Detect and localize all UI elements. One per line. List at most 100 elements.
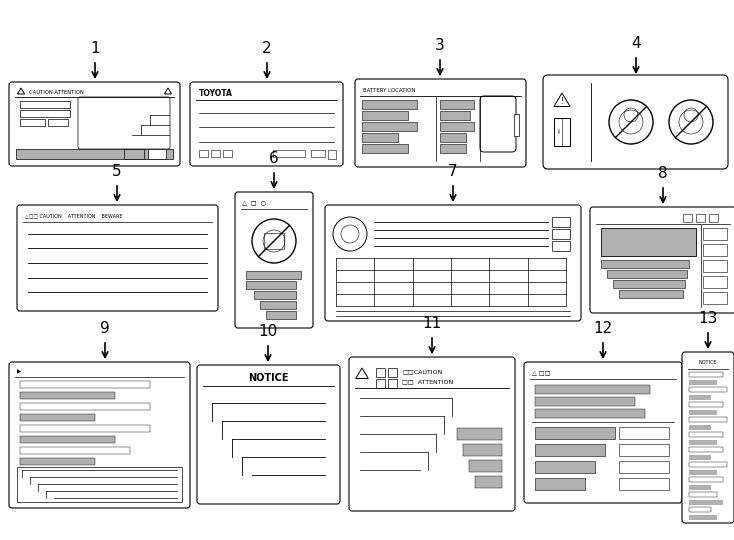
Bar (20, 101, 70, 108)
Text: CAUTION ATTENTION: CAUTION ATTENTION (29, 90, 84, 94)
Bar (613, 280, 685, 288)
Bar (554, 118, 570, 146)
Bar (388, 368, 397, 377)
Bar (328, 150, 336, 159)
Bar (475, 476, 502, 488)
Bar (440, 122, 474, 131)
Bar (376, 368, 385, 377)
Bar (689, 424, 711, 429)
FancyBboxPatch shape (190, 82, 343, 166)
FancyBboxPatch shape (349, 357, 515, 511)
Bar (20, 403, 150, 410)
Bar (689, 432, 723, 437)
Bar (689, 380, 717, 384)
Bar (388, 379, 397, 388)
Bar (535, 409, 645, 418)
Text: TOYOTA: TOYOTA (199, 90, 233, 98)
Text: 11: 11 (422, 316, 442, 331)
Bar (689, 484, 711, 489)
Bar (535, 397, 635, 406)
Circle shape (252, 219, 296, 263)
Bar (619, 290, 683, 298)
FancyBboxPatch shape (480, 96, 516, 152)
FancyBboxPatch shape (235, 192, 313, 328)
Bar (48, 119, 68, 126)
Bar (689, 492, 717, 497)
FancyBboxPatch shape (524, 362, 682, 503)
Bar (362, 144, 408, 153)
Bar (703, 260, 727, 272)
FancyBboxPatch shape (325, 205, 581, 321)
Text: □□CAUTION: □□CAUTION (402, 369, 443, 375)
Text: BATTERY LOCATION: BATTERY LOCATION (363, 87, 415, 92)
Bar (689, 409, 717, 415)
Circle shape (609, 100, 653, 144)
Bar (260, 301, 296, 309)
Bar (469, 460, 502, 472)
Bar (20, 469, 140, 476)
Bar (607, 270, 687, 278)
Bar (689, 372, 723, 377)
Text: 3: 3 (435, 38, 445, 53)
Bar (552, 241, 570, 251)
FancyBboxPatch shape (355, 79, 526, 167)
Text: !: ! (560, 98, 564, 106)
Bar (689, 515, 717, 519)
Bar (689, 387, 727, 392)
Bar (20, 458, 95, 465)
FancyBboxPatch shape (78, 97, 170, 149)
Text: 5: 5 (112, 164, 122, 179)
Bar (20, 480, 105, 487)
Bar (362, 100, 417, 109)
Text: 6: 6 (269, 151, 279, 166)
Bar (148, 149, 166, 159)
Bar (362, 111, 408, 120)
Bar (124, 149, 144, 159)
Bar (619, 478, 669, 490)
Bar (689, 417, 727, 422)
Text: i: i (557, 129, 559, 135)
Circle shape (333, 217, 367, 251)
Bar (689, 462, 727, 467)
FancyBboxPatch shape (17, 205, 218, 311)
FancyBboxPatch shape (9, 362, 190, 508)
Bar (246, 281, 296, 289)
Bar (689, 477, 723, 482)
Bar (440, 100, 474, 109)
Text: 2: 2 (262, 41, 272, 56)
Text: 4: 4 (631, 36, 641, 51)
Bar (20, 447, 130, 454)
Bar (211, 150, 220, 157)
Bar (457, 428, 502, 440)
Bar (246, 271, 301, 279)
Bar (20, 119, 45, 126)
Bar (440, 133, 466, 142)
Bar (463, 444, 502, 456)
Bar (20, 381, 150, 388)
FancyBboxPatch shape (682, 352, 734, 523)
Bar (535, 427, 615, 439)
Bar (709, 214, 718, 222)
Polygon shape (164, 88, 172, 94)
Bar (689, 447, 723, 452)
Bar (552, 229, 570, 239)
Bar (535, 478, 585, 490)
Bar (376, 379, 385, 388)
Bar (254, 291, 296, 299)
Polygon shape (18, 88, 25, 94)
Bar (535, 385, 650, 394)
Bar (440, 111, 470, 120)
Text: 1: 1 (90, 41, 100, 56)
Bar (689, 469, 717, 475)
Bar (20, 436, 115, 443)
Polygon shape (356, 368, 368, 379)
Bar (689, 455, 711, 460)
Text: △  □  ○: △ □ ○ (242, 200, 266, 206)
Bar (362, 133, 398, 142)
Bar (689, 395, 711, 400)
Bar (703, 292, 727, 304)
FancyBboxPatch shape (543, 75, 728, 169)
Polygon shape (554, 93, 570, 106)
Bar (683, 214, 692, 222)
Text: 10: 10 (258, 324, 277, 339)
